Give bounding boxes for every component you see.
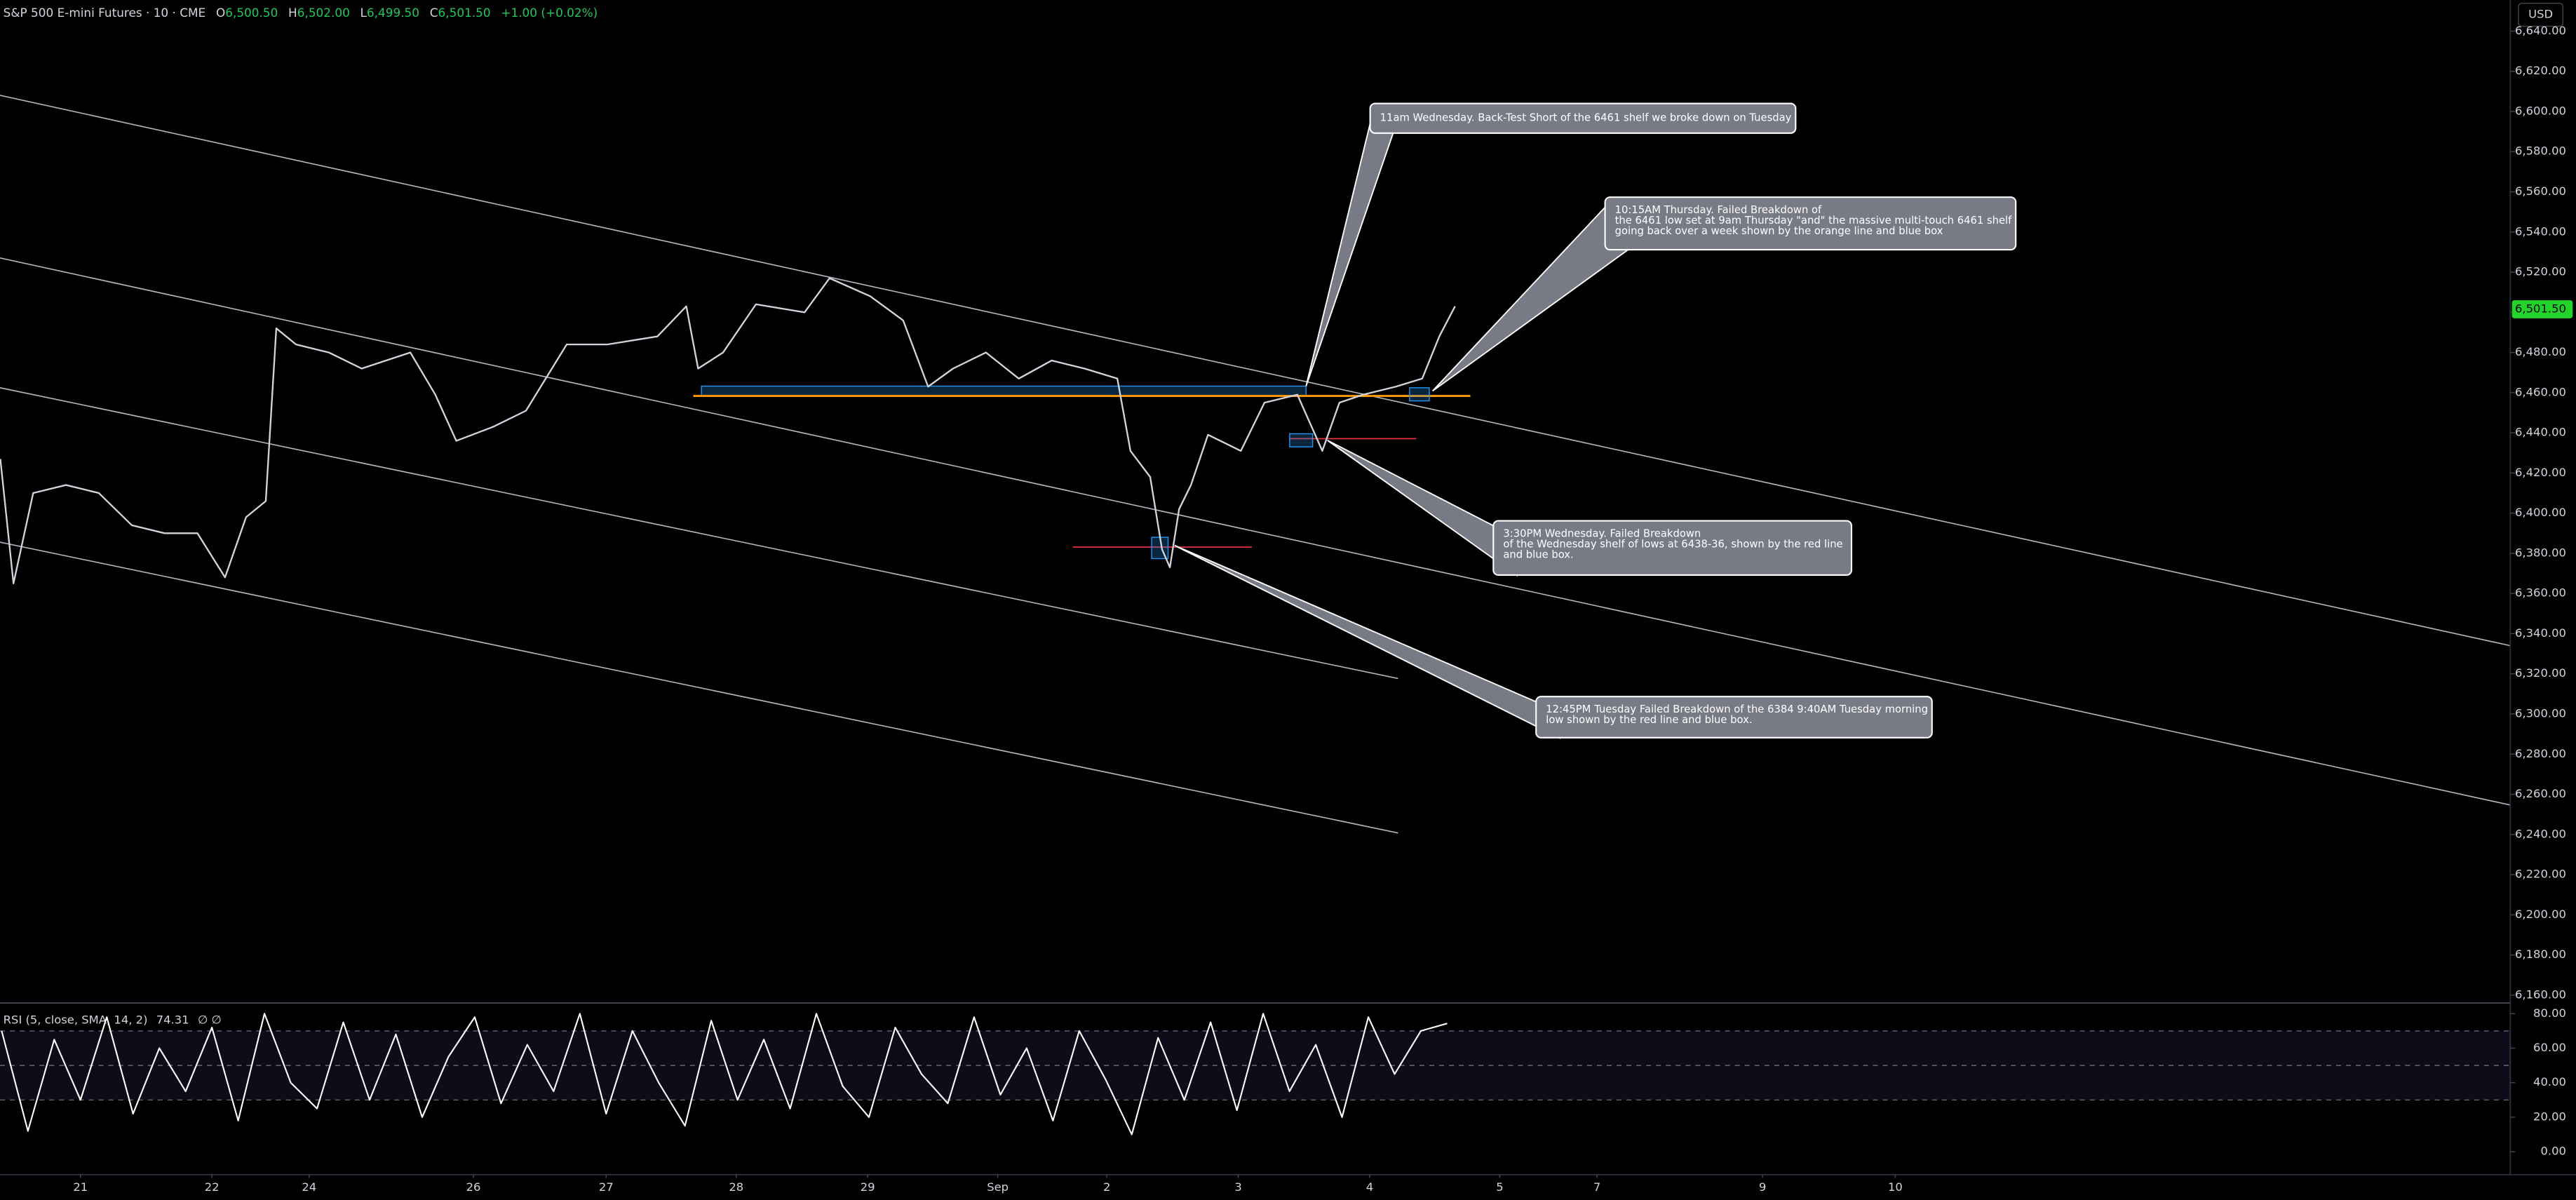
- rsi-value: 74.31: [156, 1013, 189, 1026]
- y-tick-label: 6,180.00: [2515, 948, 2566, 961]
- callout-text: and blue box.: [1503, 548, 1573, 560]
- x-tick-label: 24: [302, 1180, 316, 1194]
- y-tick-label: 6,540.00: [2515, 224, 2566, 238]
- y-tick-label: 6,240.00: [2515, 827, 2566, 840]
- trendline: [0, 95, 2511, 647]
- callout-text: 10:15AM Thursday. Failed Breakdown of: [1615, 204, 1822, 216]
- ohlc-value: 6,499.50: [367, 6, 419, 20]
- x-tick-label: 26: [466, 1180, 481, 1194]
- ohlc-label: C: [430, 6, 438, 20]
- callout: 10:15AM Thursday. Failed Breakdown ofthe…: [1431, 196, 2017, 392]
- series-line: [0, 277, 1456, 585]
- y-tick-label: 60.00: [2533, 1041, 2566, 1054]
- y-tick-label: 6,260.00: [2515, 787, 2566, 800]
- x-tick-label: 22: [205, 1180, 220, 1194]
- y-tick-label: 0.00: [2540, 1145, 2565, 1158]
- callout-text: 3:30PM Wednesday. Failed Breakdown: [1503, 527, 1701, 539]
- y-tick-label: 6,600.00: [2515, 104, 2566, 117]
- y-tick-label: 6,360.00: [2515, 586, 2566, 600]
- x-tick-label: 29: [861, 1180, 875, 1194]
- callout-text: going back over a week shown by the oran…: [1615, 225, 1943, 237]
- x-tick-label: 4: [1366, 1180, 1373, 1194]
- x-tick-label: 2: [1103, 1180, 1110, 1194]
- callout-box: [1369, 102, 1797, 134]
- y-tick-label: 6,520.00: [2515, 265, 2566, 278]
- y-tick-label: 6,580.00: [2515, 144, 2566, 158]
- x-tick-label: Sep: [987, 1180, 1009, 1194]
- trendline: [0, 257, 2511, 806]
- x-tick-label: 7: [1593, 1180, 1600, 1194]
- series-line: [1, 1013, 1448, 1135]
- y-tick-label: 6,280.00: [2515, 747, 2566, 760]
- x-tick-label: 27: [599, 1180, 614, 1194]
- y-tick-label: 6,320.00: [2515, 666, 2566, 680]
- callout-text: 11am Wednesday. Back-Test Short of the 6…: [1380, 112, 1792, 124]
- y-tick-label: 6,420.00: [2515, 466, 2566, 479]
- y-tick-label: 6,620.00: [2515, 64, 2566, 77]
- last-price-box: [2511, 300, 2573, 318]
- y-tick-label: 6,160.00: [2515, 987, 2566, 1001]
- callout-text: the 6461 low set at 9am Thursday "and" t…: [1615, 215, 2013, 227]
- currency: USD: [2528, 8, 2553, 21]
- x-tick-label: 9: [1759, 1180, 1766, 1194]
- y-tick-label: 6,380.00: [2515, 546, 2566, 559]
- y-tick-label: 6,480.00: [2515, 345, 2566, 358]
- currency-box: [2518, 3, 2563, 27]
- blue-box: [1289, 433, 1314, 447]
- y-tick-label: 20.00: [2533, 1110, 2566, 1123]
- ohlc-value: 6,501.50: [438, 6, 491, 20]
- header: S&P 500 E-mini Futures · 10 · CME O6,500…: [4, 6, 598, 20]
- x-tick-label: 21: [73, 1180, 88, 1194]
- ohlc-value: 6,500.50: [225, 6, 278, 20]
- y-tick-label: 80.00: [2533, 1006, 2566, 1020]
- callout-box: [1604, 196, 2017, 251]
- ohlc-label: H: [288, 6, 297, 20]
- drawings: [0, 95, 2511, 834]
- rsi-header: RSI (5, close, SMA, 14, 2) 74.31 ∅ ∅: [4, 1013, 222, 1026]
- callout-text: of the Wednesday shelf of lows at 6438-3…: [1503, 538, 1842, 550]
- blue-box: [701, 385, 1307, 397]
- callout: 11am Wednesday. Back-Test Short of the 6…: [1305, 102, 1797, 386]
- blue-box: [1409, 387, 1430, 402]
- y-tick-label: 6,440.00: [2515, 426, 2566, 439]
- trendline: [0, 387, 1398, 680]
- x-tick-label: 3: [1234, 1180, 1241, 1194]
- callout: 12:45PM Tuesday Failed Breakdown of the …: [1174, 544, 1933, 740]
- last-price-label: 6,501.50: [2515, 302, 2566, 316]
- trendline: [0, 541, 1398, 834]
- y-tick-label: 6,200.00: [2515, 908, 2566, 921]
- y-tick-label: 6,300.00: [2515, 707, 2566, 720]
- y-tick-label: 6,340.00: [2515, 626, 2566, 640]
- y-tick-label: 6,560.00: [2515, 184, 2566, 198]
- y-tick-label: 6,220.00: [2515, 868, 2566, 881]
- change: +1.00 (+0.02%): [501, 6, 598, 20]
- y-tick-label: 6,460.00: [2515, 385, 2566, 398]
- callout-text: low shown by the red line and blue box.: [1546, 714, 1752, 726]
- x-tick-label: 10: [1888, 1180, 1903, 1194]
- rsi-extra: ∅ ∅: [198, 1013, 222, 1026]
- x-tick-label: 28: [729, 1180, 743, 1194]
- ohlc-label: O: [216, 6, 225, 20]
- callout-text: 12:45PM Tuesday Failed Breakdown of the …: [1546, 703, 1928, 715]
- callout-box: [1492, 520, 1853, 576]
- rsi-title: RSI (5, close, SMA, 14, 2): [4, 1013, 148, 1026]
- ohlc-label: L: [360, 6, 367, 20]
- ohlc-value: 6,502.00: [297, 6, 350, 20]
- callout-box: [1535, 696, 1933, 739]
- x-tick-label: 5: [1496, 1180, 1503, 1194]
- y-tick-label: 6,640.00: [2515, 24, 2566, 37]
- symbol-title: S&P 500 E-mini Futures · 10 · CME: [4, 6, 206, 20]
- y-tick-label: 6,400.00: [2515, 506, 2566, 519]
- y-tick-label: 40.00: [2533, 1075, 2566, 1088]
